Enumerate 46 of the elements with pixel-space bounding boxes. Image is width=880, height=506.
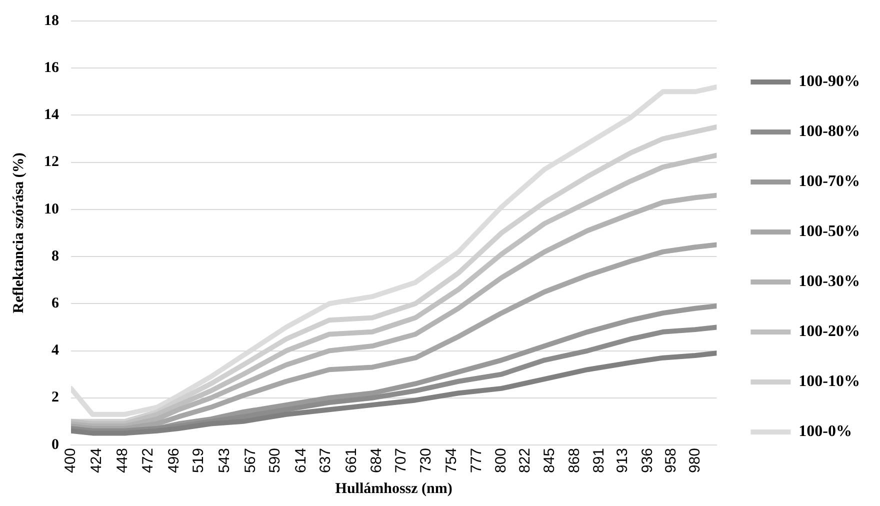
x-tick-label: 913 — [614, 448, 632, 474]
x-tick-label: 868 — [566, 448, 583, 474]
x-tick-label: 980 — [686, 448, 704, 474]
y-tick-label: 0 — [52, 436, 59, 453]
y-tick-label: 18 — [44, 12, 59, 29]
legend-label: 100-10% — [798, 373, 860, 390]
x-tick-label: 822 — [516, 448, 534, 474]
legend-label: 100-50% — [798, 223, 860, 240]
y-axis-title: Reflektancia szórása (%) — [10, 152, 27, 314]
y-tick-label: 10 — [44, 201, 59, 218]
x-tick-label: 400 — [62, 448, 80, 474]
x-tick-label: 661 — [343, 448, 360, 474]
x-tick-label: 936 — [638, 448, 656, 474]
x-tick-label: 472 — [140, 448, 157, 474]
x-tick-label: 707 — [392, 448, 410, 474]
x-tick-label: 496 — [165, 448, 182, 474]
y-tick-label: 4 — [52, 342, 60, 359]
y-tick-label: 6 — [52, 296, 60, 312]
x-tick-label: 777 — [468, 448, 485, 474]
y-tick-label: 12 — [44, 154, 59, 170]
legend-label: 100-20% — [798, 323, 860, 340]
x-tick-label: 424 — [88, 448, 105, 474]
x-tick-label: 448 — [114, 448, 131, 474]
x-tick-label: 614 — [292, 448, 310, 474]
legend-label: 100-30% — [798, 273, 860, 290]
x-tick-label: 754 — [443, 448, 460, 474]
x-tick-label: 891 — [590, 448, 608, 474]
x-tick-label: 800 — [492, 448, 510, 474]
legend-label: 100-70% — [798, 173, 860, 190]
x-tick-label: 543 — [216, 448, 234, 474]
x-tick-label: 567 — [242, 448, 259, 474]
legend-label: 100-80% — [798, 123, 860, 140]
y-tick-label: 2 — [52, 390, 59, 406]
x-axis-title: Hullámhossz (nm) — [335, 480, 452, 497]
x-tick-label: 845 — [541, 448, 558, 474]
x-tick-label: 637 — [317, 448, 334, 474]
y-tick-label: 14 — [44, 107, 60, 124]
legend-label: 100-90% — [798, 73, 860, 90]
x-tick-label: 684 — [368, 448, 385, 474]
x-tick-label: 730 — [417, 448, 434, 474]
legend-label: 100-0% — [798, 423, 852, 440]
x-tick-label: 590 — [266, 448, 284, 474]
y-tick-label: 16 — [44, 60, 60, 76]
x-tick-label: 519 — [190, 448, 208, 474]
x-tick-label: 958 — [662, 448, 680, 474]
y-tick-label: 8 — [52, 248, 59, 264]
